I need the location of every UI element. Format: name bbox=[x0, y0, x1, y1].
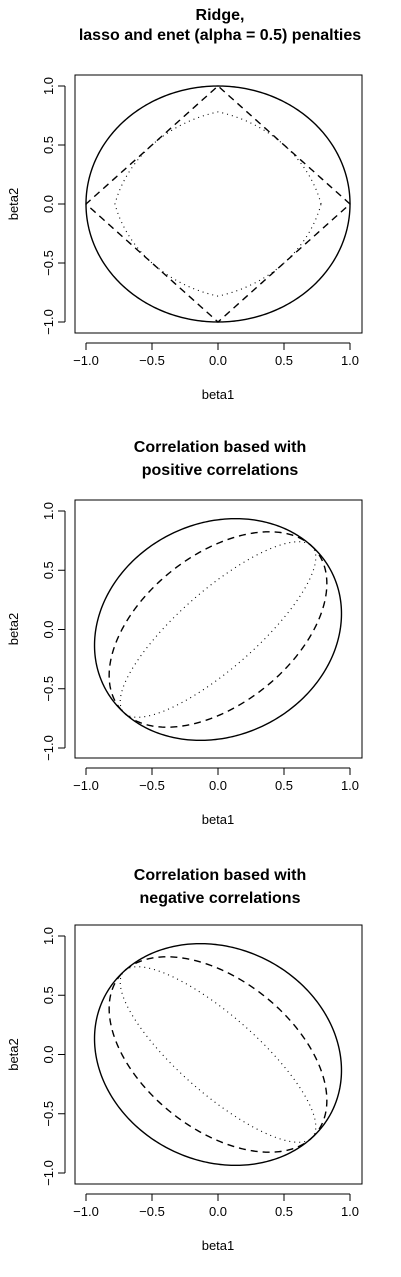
x-tick-label: 0.0 bbox=[209, 778, 227, 793]
x-axis-label: beta1 bbox=[202, 387, 235, 402]
series-curve-solid bbox=[93, 942, 343, 1167]
chart-title-line-2: lasso and enet (alpha = 0.5) penalties bbox=[79, 27, 361, 44]
x-tick-label: −1.0 bbox=[73, 778, 99, 793]
x-tick-label: 1.0 bbox=[341, 353, 359, 368]
y-tick-label: 1.0 bbox=[41, 927, 56, 945]
chart-panel-2: Correlation based with positive correlati… bbox=[6, 439, 363, 827]
chart-title-line-2: negative correlations bbox=[140, 890, 301, 907]
x-tick-label: 0.0 bbox=[209, 1204, 227, 1219]
chart-title-line-1: Correlation based with bbox=[134, 439, 306, 456]
chart-panel-1: Ridge, lasso and enet (alpha = 0.5) penal… bbox=[6, 7, 363, 402]
y-tick-label: −1.0 bbox=[41, 1160, 56, 1186]
x-axis-label: beta1 bbox=[202, 812, 235, 827]
y-tick-label: 0.5 bbox=[41, 986, 56, 1004]
series-curve-dotted bbox=[119, 541, 317, 718]
y-tick-label: 0.0 bbox=[41, 1045, 56, 1063]
x-tick-label: −1.0 bbox=[73, 1204, 99, 1219]
x-tick-label: 0.5 bbox=[275, 778, 293, 793]
y-tick-label: 1.0 bbox=[41, 502, 56, 520]
y-tick-label: 0.5 bbox=[41, 136, 56, 154]
y-tick-label: −0.5 bbox=[41, 1101, 56, 1127]
y-tick-label: 0.5 bbox=[41, 561, 56, 579]
series-curve-solid bbox=[93, 517, 343, 742]
y-tick-label: 1.0 bbox=[41, 77, 56, 95]
series-curve-dotted bbox=[114, 111, 322, 297]
chart-panel-3: Correlation based with negative correlati… bbox=[6, 867, 363, 1253]
series-curve-dashed bbox=[85, 85, 351, 323]
x-tick-label: 1.0 bbox=[341, 778, 359, 793]
plot-frame bbox=[74, 74, 363, 334]
y-tick-label: −1.0 bbox=[41, 735, 56, 761]
y-tick-label: 0.0 bbox=[41, 195, 56, 213]
y-axis-label: beta2 bbox=[6, 1038, 21, 1071]
x-tick-label: −0.5 bbox=[139, 353, 165, 368]
chart-title-line-2: positive correlations bbox=[142, 462, 299, 479]
y-tick-label: 0.0 bbox=[41, 620, 56, 638]
y-tick-label: −0.5 bbox=[41, 676, 56, 702]
x-tick-label: −1.0 bbox=[73, 353, 99, 368]
chart-title-line-1: Correlation based with bbox=[134, 867, 306, 884]
y-tick-label: −0.5 bbox=[41, 250, 56, 276]
x-tick-label: 0.0 bbox=[209, 353, 227, 368]
y-tick-label: −1.0 bbox=[41, 309, 56, 335]
x-tick-label: 0.5 bbox=[275, 353, 293, 368]
x-tick-label: −0.5 bbox=[139, 778, 165, 793]
y-axis-label: beta2 bbox=[6, 188, 21, 221]
series-curve-dotted bbox=[119, 966, 317, 1143]
x-tick-label: 0.5 bbox=[275, 1204, 293, 1219]
y-axis-label: beta2 bbox=[6, 613, 21, 646]
x-tick-label: −0.5 bbox=[139, 1204, 165, 1219]
x-axis-label: beta1 bbox=[202, 1238, 235, 1253]
plot-frame bbox=[74, 924, 363, 1185]
plot-frame bbox=[74, 499, 363, 759]
chart-title-line-1: Ridge, bbox=[196, 7, 245, 24]
x-tick-label: 1.0 bbox=[341, 1204, 359, 1219]
